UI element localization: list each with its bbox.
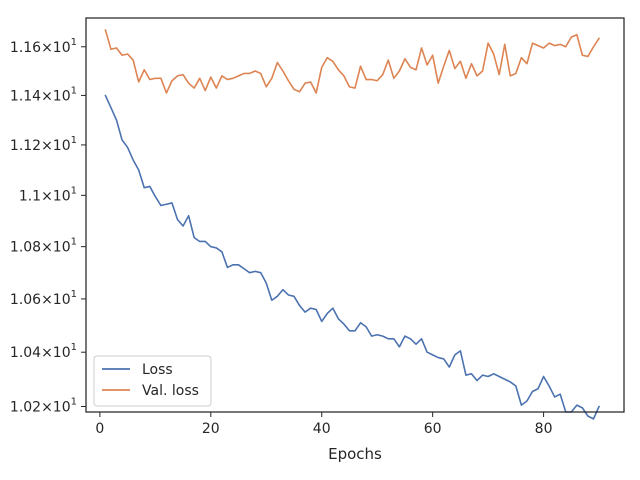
y-tick-label: 1.1×101 bbox=[19, 185, 77, 204]
y-tick-label: 1.16×101 bbox=[10, 37, 77, 56]
plot-area bbox=[85, 17, 625, 420]
y-tick-label: 1.06×101 bbox=[10, 289, 77, 308]
y-tick-label: 1.12×101 bbox=[10, 135, 77, 154]
x-tick-label: 40 bbox=[313, 421, 331, 437]
y-axis-ticks: 1.02×101 1.04×101 1.06×101 1.08×101 1.1×101 1… bbox=[10, 37, 86, 416]
x-tick-label: 20 bbox=[202, 421, 220, 437]
y-tick-label: 1.14×101 bbox=[10, 85, 77, 104]
axes-frame bbox=[85, 17, 625, 413]
y-tick-label: 1.04×101 bbox=[10, 342, 77, 361]
x-axis-ticks: 0 20 40 60 80 bbox=[95, 412, 552, 437]
x-axis-label: Epochs bbox=[328, 445, 382, 463]
x-tick-label: 0 bbox=[95, 421, 104, 437]
series-line-val-loss bbox=[104, 29, 600, 94]
x-tick-label: 60 bbox=[424, 421, 442, 437]
y-tick-label: 1.08×101 bbox=[10, 237, 77, 256]
legend-label-val-loss: Val. loss bbox=[142, 383, 199, 399]
x-tick-label: 80 bbox=[535, 421, 553, 437]
series-layer bbox=[104, 29, 600, 420]
legend-label-loss: Loss bbox=[142, 362, 173, 378]
series-line-loss bbox=[104, 94, 600, 420]
y-tick-label: 1.02×101 bbox=[10, 397, 77, 416]
legend: Loss Val. loss bbox=[93, 355, 212, 407]
